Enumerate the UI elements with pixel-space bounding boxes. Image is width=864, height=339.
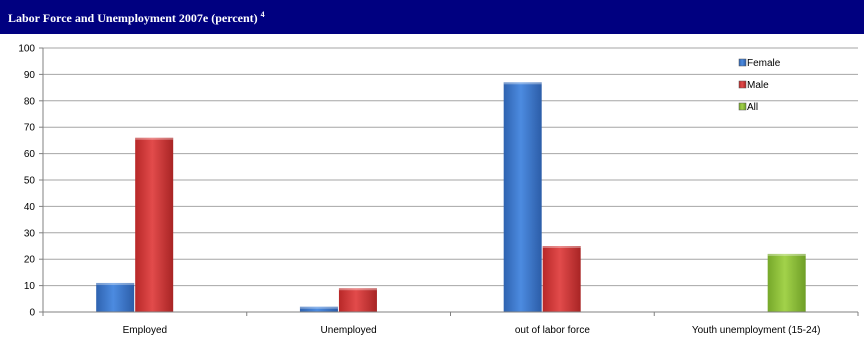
legend-label-all: All bbox=[747, 102, 758, 113]
legend-swatch-female bbox=[738, 58, 747, 67]
y-tick-label: 60 bbox=[24, 149, 36, 160]
y-tick-label: 30 bbox=[24, 228, 36, 239]
bar-male-3 bbox=[542, 246, 581, 312]
legend-label-female: Female bbox=[747, 58, 781, 69]
y-tick-label: 100 bbox=[18, 44, 35, 55]
chart-title-text: Labor Force and Unemployment 2007e (perc… bbox=[8, 11, 258, 25]
y-tick-label: 80 bbox=[24, 96, 36, 107]
y-tick-label: 50 bbox=[24, 176, 36, 187]
y-tick-label: 0 bbox=[29, 308, 35, 319]
bar-highlight bbox=[135, 137, 174, 140]
x-tick-label: Youth unemployment (15-24) bbox=[692, 325, 821, 336]
bar-female-1 bbox=[96, 282, 135, 312]
bar-highlight bbox=[299, 306, 338, 309]
bar-highlight bbox=[767, 253, 806, 256]
bar-all-4 bbox=[767, 253, 806, 312]
bar-male-2 bbox=[338, 288, 377, 312]
bar-female-3 bbox=[503, 82, 542, 312]
y-tick-label: 20 bbox=[24, 255, 36, 266]
bar-highlight bbox=[542, 246, 581, 248]
legend-swatch-all bbox=[738, 102, 747, 111]
chart-title: Labor Force and Unemployment 2007e (perc… bbox=[8, 10, 265, 26]
bar-highlight bbox=[503, 82, 542, 85]
bar-female-2 bbox=[299, 306, 338, 312]
y-tick-label: 70 bbox=[24, 123, 36, 134]
x-tick-label: out of labor force bbox=[515, 325, 590, 336]
y-tick-label: 90 bbox=[24, 70, 36, 81]
y-tick-label: 10 bbox=[24, 281, 36, 292]
bar-male-1 bbox=[135, 137, 174, 312]
footnote-marker: 4 bbox=[260, 10, 265, 19]
x-tick-label: Employed bbox=[123, 325, 167, 336]
bar-highlight bbox=[338, 288, 377, 291]
chart-title-banner: Labor Force and Unemployment 2007e (perc… bbox=[0, 0, 864, 34]
y-tick-label: 40 bbox=[24, 202, 36, 213]
bar-highlight bbox=[96, 282, 135, 285]
legend-label-male: Male bbox=[747, 80, 769, 91]
legend-swatch-male bbox=[738, 80, 747, 89]
x-tick-label: Unemployed bbox=[321, 325, 377, 336]
